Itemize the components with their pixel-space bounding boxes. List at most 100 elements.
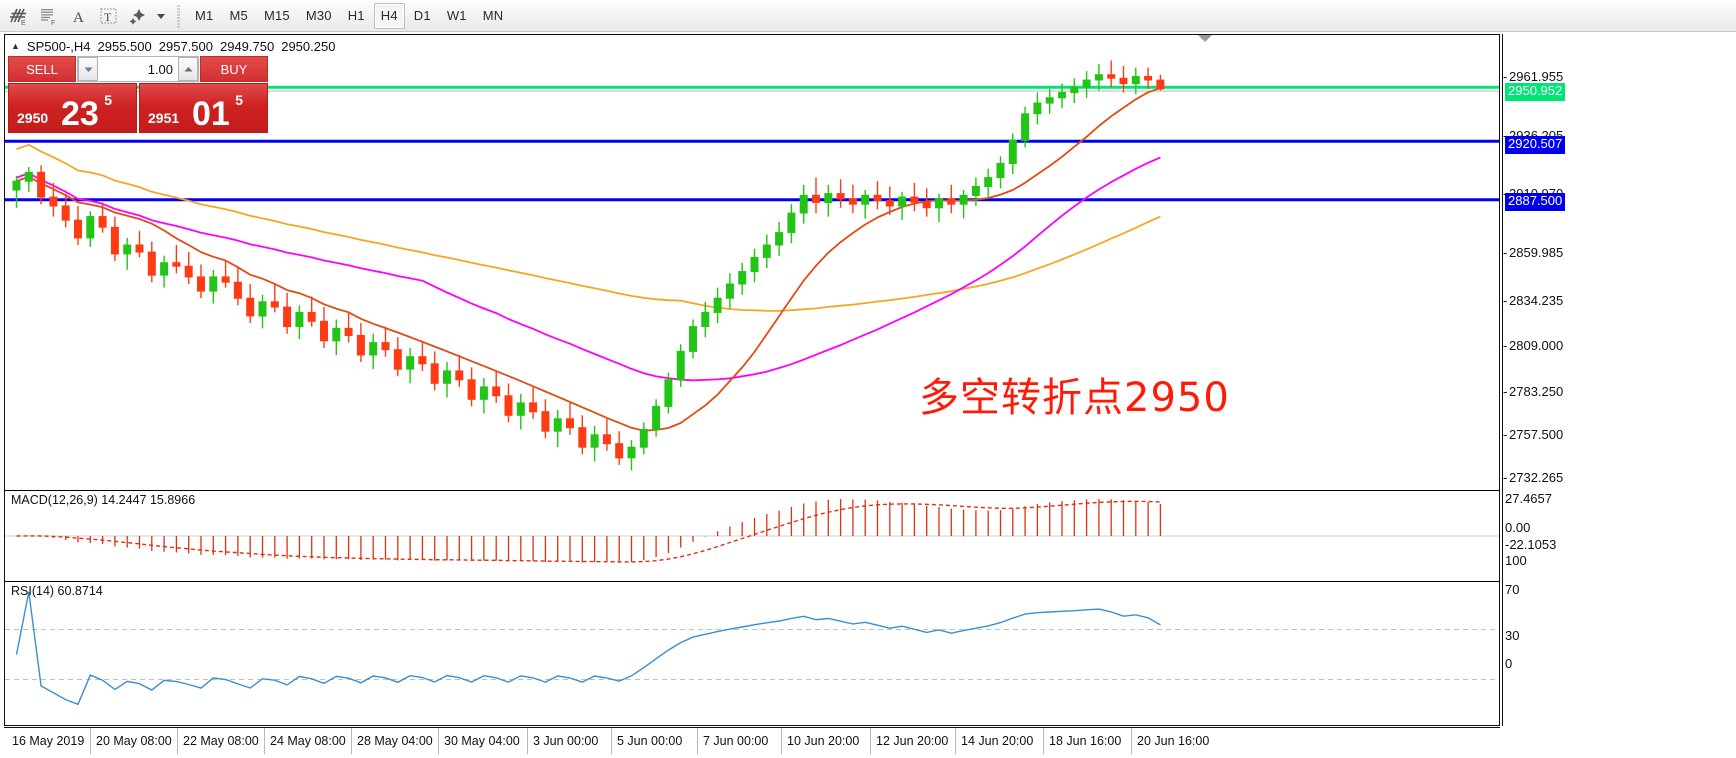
tick-mark-icon: -: [1503, 384, 1508, 399]
buy-button[interactable]: BUY: [200, 56, 268, 82]
timeframe-w1[interactable]: W1: [446, 8, 467, 23]
timeframe-h4[interactable]: H4: [373, 2, 405, 29]
volume-decrease-button[interactable]: [78, 57, 98, 81]
time-tick-label-12: 18 Jun 16:00: [1049, 734, 1122, 748]
chart-window[interactable]: ▲ SP500-,H4 2955.500 2957.500 2949.750 2…: [4, 34, 1500, 726]
time-tick-label-9: 10 Jun 20:00: [787, 734, 860, 748]
price-tick-2961-955: -2961.955: [1503, 70, 1563, 83]
objects-dropdown-caret-icon[interactable]: [154, 2, 168, 30]
price-tick-2859-985: -2859.985: [1503, 246, 1563, 259]
macd-histogram: [28, 499, 1162, 563]
time-separator: [870, 728, 871, 754]
ma-mid-line: [16, 156, 1161, 382]
objects-icon[interactable]: [124, 2, 154, 30]
buy-price-cell[interactable]: 2951 01 5: [139, 83, 268, 133]
time-tick-label-1: 20 May 08:00: [96, 734, 172, 748]
timeframe-m1[interactable]: M1: [195, 8, 214, 23]
time-scale[interactable]: 16 May 2019 20 May 08:00 22 May 08:00 24 Ma…: [4, 727, 1500, 755]
rsi-label: RSI(14) 60.8714: [11, 584, 103, 598]
time-separator: [955, 728, 956, 754]
price-pane[interactable]: 多空转折点2950: [5, 57, 1499, 488]
time-separator: [177, 728, 178, 754]
time-separator: [697, 728, 698, 754]
indicator-scale-30: 30: [1503, 629, 1519, 642]
time-tick-label-13: 20 Jun 16:00: [1137, 734, 1210, 748]
indicator-scale-label: 0.00: [1505, 520, 1531, 535]
sell-button[interactable]: SELL: [8, 56, 76, 82]
time-tick-label-6: 3 Jun 00:00: [533, 734, 599, 748]
sell-price-cell[interactable]: 2950 23 5: [8, 83, 137, 133]
timeframe-d1[interactable]: D1: [413, 8, 431, 23]
bid-price-tag[interactable]: 2950.952: [1505, 83, 1566, 101]
tick-mark-icon: -: [1503, 245, 1508, 260]
toolbar-separator: [173, 3, 182, 28]
rsi-pane[interactable]: RSI(14) 60.8714: [5, 581, 1499, 724]
chart-toolbar: E F A T: [0, 0, 1736, 32]
price-scale[interactable]: -2961.955-2936.205-2910.970-2859.985-283…: [1502, 34, 1736, 726]
svg-text:T: T: [104, 10, 112, 24]
svg-text:F: F: [51, 20, 55, 26]
time-separator: [264, 728, 265, 754]
time-tick-label-11: 14 Jun 20:00: [961, 734, 1034, 748]
timeframe-mn[interactable]: MN: [482, 8, 504, 23]
tick-mark-icon: -: [1503, 129, 1509, 142]
price-tick-label: 2757.500: [1509, 427, 1564, 442]
collapse-triangle-icon[interactable]: ▲: [11, 40, 20, 51]
volume-input[interactable]: 1.00: [77, 56, 199, 82]
templates-icon[interactable]: F: [34, 2, 64, 30]
volume-increase-button[interactable]: [178, 57, 198, 81]
indicator-scale-0: 0: [1503, 657, 1512, 670]
indicator-scale-274657: 27.4657: [1503, 492, 1552, 505]
text-label-icon[interactable]: A: [64, 2, 94, 30]
indicators-icon[interactable]: E: [4, 2, 34, 30]
sell-price-prefix: 2950: [17, 110, 49, 126]
indicator-scale-label: -22.1053: [1505, 537, 1557, 552]
timeframe-h1[interactable]: H1: [347, 8, 365, 23]
trade-panel-controls-row: SELL 1.00 BUY: [8, 56, 268, 82]
tick-mark-icon: -: [1503, 69, 1508, 84]
macd-pane[interactable]: MACD(12,26,9) 14.2447 15.8966: [5, 490, 1499, 580]
level-tag-2920[interactable]: 2920.507: [1505, 136, 1566, 154]
chart-quote-line: ▲ SP500-,H4 2955.500 2957.500 2949.750 2…: [5, 35, 1499, 57]
macd-plot: [5, 499, 1499, 563]
timeframe-m30[interactable]: M30: [305, 8, 332, 23]
indicator-scale-label: 100: [1505, 553, 1527, 568]
time-tick-label-7: 5 Jun 00:00: [617, 734, 683, 748]
candlestick-plot: [5, 60, 1499, 471]
time-separator: [1043, 728, 1044, 754]
indicator-scale-label: 30: [1505, 628, 1520, 643]
one-click-trading-panel[interactable]: SELL 1.00 BUY 2950 23 5 2951 01 5: [8, 56, 268, 134]
level-tag-2887[interactable]: 2887.500: [1505, 193, 1566, 211]
chart-scroll-marker-icon[interactable]: [1198, 35, 1212, 42]
tick-mark-icon: -: [1503, 293, 1508, 308]
timeframe-m15[interactable]: M15: [263, 8, 290, 23]
rsi-line: [15, 591, 1161, 706]
indicator-scale-221053: -22.1053: [1503, 538, 1556, 551]
timeframe-m5[interactable]: M5: [229, 8, 248, 23]
indicator-scale-label: 70: [1505, 582, 1520, 597]
sell-price-main: 23: [61, 95, 99, 133]
volume-value[interactable]: 1.00: [98, 57, 178, 81]
tick-mark-icon: -: [1503, 470, 1508, 485]
price-tick-2809-000: -2809.000: [1503, 339, 1563, 352]
sell-price-fraction: 5: [104, 92, 112, 108]
macd-label: MACD(12,26,9) 14.2447 15.8966: [11, 493, 196, 507]
time-tick-label-3: 24 May 08:00: [270, 734, 346, 748]
tick-mark-icon: -: [1503, 427, 1508, 442]
ma-fast-line: [16, 87, 1161, 432]
time-tick-label-2: 22 May 08:00: [183, 734, 259, 748]
text-object-icon[interactable]: T: [94, 2, 124, 30]
price-tick-label: 2732.265: [1509, 470, 1564, 485]
price-tick-label: 2834.235: [1509, 293, 1564, 308]
time-separator: [438, 728, 439, 754]
time-separator: [1131, 728, 1132, 754]
quote-low: 2949.750: [219, 38, 275, 54]
price-tick-2732-265: -2732.265: [1503, 471, 1563, 484]
ma-slow-line: [16, 143, 1161, 312]
price-tick-label: 2809.000: [1509, 338, 1564, 353]
time-tick-label-10: 12 Jun 20:00: [876, 734, 949, 748]
tick-mark-icon: -: [1503, 338, 1508, 353]
price-tick-label: 2961.955: [1509, 69, 1564, 84]
price-tick-label: 2859.985: [1509, 245, 1564, 260]
